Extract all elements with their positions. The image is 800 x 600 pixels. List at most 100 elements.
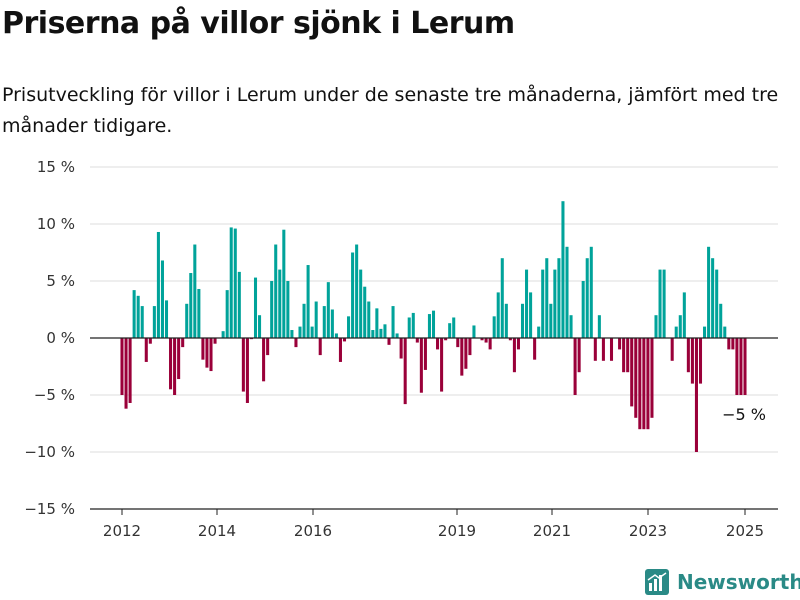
- bar: [480, 338, 484, 341]
- bar: [577, 338, 581, 373]
- bar: [181, 338, 185, 348]
- y-tick-label: 5 %: [46, 272, 75, 290]
- bar: [492, 316, 496, 338]
- bar: [120, 338, 124, 395]
- bar: [589, 246, 593, 338]
- bar: [347, 316, 351, 338]
- bar: [225, 290, 229, 338]
- bar: [739, 338, 743, 395]
- bar: [525, 269, 529, 338]
- bar: [601, 338, 605, 361]
- bar: [221, 331, 225, 338]
- bar: [197, 288, 201, 338]
- bar: [686, 338, 690, 373]
- bar: [452, 317, 456, 338]
- bar: [342, 338, 347, 342]
- bar: [383, 324, 387, 338]
- bar: [314, 301, 318, 338]
- bar: [638, 338, 642, 430]
- bar: [694, 338, 698, 452]
- bar: [630, 338, 634, 407]
- bar: [124, 338, 128, 409]
- last-value-annotation: −5 %: [722, 405, 766, 424]
- bar: [229, 227, 233, 338]
- bar: [173, 338, 177, 395]
- bar: [609, 338, 614, 361]
- bar: [626, 338, 630, 373]
- bar: [440, 338, 444, 392]
- bar: [436, 338, 440, 350]
- bar: [516, 338, 520, 350]
- newsworthy-logo-text: Newsworthy: [677, 570, 800, 594]
- bar: [241, 338, 245, 392]
- bar: [735, 338, 739, 395]
- bar: [561, 201, 565, 338]
- bar: [355, 244, 359, 338]
- x-axis: 2012 2014 2016 2019 2021 2023 2025: [103, 509, 764, 540]
- bar: [690, 338, 694, 384]
- x-tick-label: 2016: [294, 522, 332, 540]
- bar: [678, 315, 682, 338]
- bar: [423, 338, 427, 370]
- y-axis: 15 % 10 % 5 % 0 % −5 % −10 % −15 %: [24, 158, 75, 518]
- bar: [205, 338, 209, 368]
- bar: [529, 292, 533, 338]
- bar: [597, 315, 601, 338]
- bar: [262, 338, 266, 382]
- bar: [395, 333, 399, 338]
- newsworthy-logo: Newsworthy: [645, 569, 800, 595]
- bar: [193, 244, 197, 338]
- bar: [682, 292, 686, 338]
- bar: [537, 326, 541, 338]
- bar: [160, 260, 164, 338]
- chart-title: Priserna på villor sjönk i Lerum: [2, 6, 515, 41]
- newsworthy-logo-icon: [645, 569, 669, 595]
- bar: [334, 333, 338, 338]
- bar: [512, 338, 516, 373]
- bar: [585, 258, 589, 338]
- bar: [177, 338, 181, 380]
- bar: [731, 338, 735, 350]
- bar: [500, 258, 504, 338]
- bar: [448, 323, 452, 338]
- bar: [504, 303, 508, 338]
- bar: [654, 315, 658, 338]
- bar: [545, 258, 549, 338]
- bar: [294, 338, 298, 348]
- bar: [375, 308, 379, 338]
- bar: [634, 338, 638, 418]
- bar: [707, 246, 711, 338]
- y-tick-label: −15 %: [24, 500, 75, 518]
- bar: [743, 338, 747, 395]
- bar: [593, 338, 597, 361]
- bar: [419, 338, 423, 393]
- bar: [484, 338, 488, 343]
- x-tick-label: 2014: [198, 522, 236, 540]
- bar: [541, 269, 545, 338]
- bar: [411, 312, 415, 338]
- bar: [140, 306, 144, 338]
- bar: [520, 303, 525, 338]
- bar: [253, 277, 258, 338]
- bar: [233, 228, 237, 338]
- bar: [330, 309, 334, 338]
- bar: [201, 338, 205, 360]
- bar: [132, 290, 136, 338]
- bar: [581, 281, 585, 338]
- bar: [670, 338, 674, 361]
- bar: [557, 258, 561, 338]
- bar: [565, 246, 569, 338]
- bar: [144, 338, 148, 362]
- bar: [237, 271, 241, 338]
- x-tick-label: 2025: [726, 522, 764, 540]
- bar: [472, 325, 476, 338]
- bar: [703, 326, 707, 338]
- bar: [245, 338, 249, 403]
- y-tick-label: 0 %: [46, 329, 75, 347]
- bar: [711, 258, 715, 338]
- x-tick-label: 2019: [438, 522, 476, 540]
- bar: [674, 326, 678, 338]
- bar: [302, 303, 306, 338]
- bar: [326, 282, 330, 338]
- bar: [549, 303, 553, 338]
